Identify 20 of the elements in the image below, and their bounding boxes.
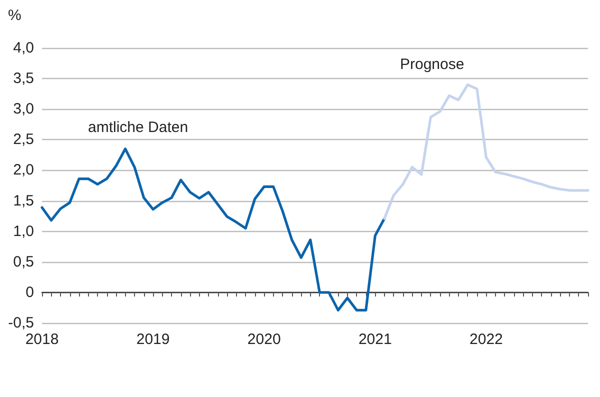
y-tick-label: -0,5 — [8, 314, 34, 332]
y-axis-title: % — [8, 7, 22, 24]
y-tick-label: 1,0 — [13, 222, 34, 240]
y-tick-label: 0 — [26, 284, 34, 301]
line-series — [383, 83, 590, 220]
y-tick-label: 0,5 — [13, 253, 34, 270]
y-tick-label: 3,5 — [13, 70, 34, 88]
x-tick-label: 2021 — [358, 331, 392, 348]
y-tick-label: 4,0 — [13, 40, 34, 56]
line-series — [40, 148, 386, 312]
series-label: Prognose — [400, 56, 464, 73]
y-tick-label: 3,0 — [13, 100, 34, 118]
x-tick-label: 2018 — [25, 331, 59, 348]
x-tick-label: 2022 — [470, 331, 503, 348]
y-tick-label: 2,5 — [13, 131, 34, 148]
y-tick-label: 2,0 — [13, 162, 34, 179]
x-tick-label: 2019 — [136, 331, 170, 348]
series-label: amtliche Daten — [88, 119, 188, 136]
x-tick-label: 2020 — [247, 331, 281, 348]
y-tick-label: 1,5 — [13, 192, 34, 210]
